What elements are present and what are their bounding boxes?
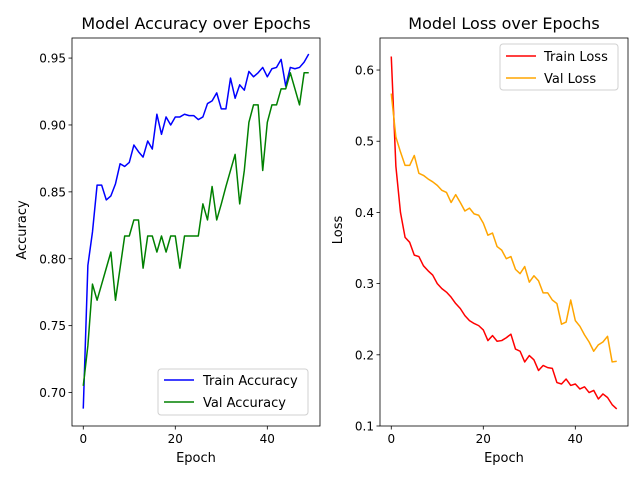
legend-label-val-loss: Val Loss xyxy=(544,72,596,87)
accuracy-chart-title: Model Accuracy over Epochs xyxy=(81,14,310,33)
loss-legend: Train Loss Val Loss xyxy=(499,43,619,91)
legend-label-train-accuracy: Train Accuracy xyxy=(202,374,298,389)
loss-x-axis-label: Epoch xyxy=(484,451,524,466)
val-accuracy-line xyxy=(82,72,309,386)
loss-y-tick-label: 0.1 xyxy=(355,420,374,434)
loss-chart: Model Loss over Epochs Epoch Loss 0 20 40 0… xyxy=(331,14,629,466)
loss-y-tick-label: 0.5 xyxy=(355,135,374,149)
accuracy-y-tick-label: 0.95 xyxy=(39,52,66,66)
loss-y-tick-label: 0.4 xyxy=(355,206,374,220)
accuracy-y-axis-label: Accuracy xyxy=(15,200,30,260)
val-loss-line xyxy=(390,93,617,363)
loss-x-tick-label: 40 xyxy=(568,432,583,446)
accuracy-legend-box xyxy=(157,368,309,416)
loss-y-tick-label: 0.2 xyxy=(355,348,374,362)
accuracy-y-tick-label: 0.80 xyxy=(39,252,66,266)
loss-axes-frame xyxy=(379,37,629,427)
legend-label-val-accuracy: Val Accuracy xyxy=(203,396,286,411)
accuracy-y-tick-label: 0.85 xyxy=(39,185,66,199)
accuracy-x-tick-label: 20 xyxy=(168,432,183,446)
accuracy-chart: Model Accuracy over Epochs Epoch Accurac… xyxy=(15,14,321,466)
accuracy-x-axis-label: Epoch xyxy=(176,451,216,466)
loss-y-tick-label: 0.3 xyxy=(355,277,374,291)
loss-y-tick-label: 0.6 xyxy=(355,64,374,78)
legend-label-train-loss: Train Loss xyxy=(543,50,608,65)
accuracy-y-tick-label: 0.70 xyxy=(39,386,66,400)
accuracy-x-tick-label: 0 xyxy=(79,432,87,446)
accuracy-axes-frame xyxy=(71,37,321,427)
train-accuracy-line xyxy=(82,53,310,409)
loss-x-tick-label: 0 xyxy=(387,432,395,446)
loss-chart-title: Model Loss over Epochs xyxy=(408,14,599,33)
accuracy-y-tick-label: 0.75 xyxy=(39,319,66,333)
train-loss-line xyxy=(390,56,618,410)
loss-x-tick-label: 20 xyxy=(476,432,491,446)
accuracy-legend: Train Accuracy Val Accuracy xyxy=(157,368,309,416)
accuracy-x-tick-label: 40 xyxy=(260,432,275,446)
accuracy-y-tick-label: 0.90 xyxy=(39,118,66,132)
loss-y-axis-label: Loss xyxy=(331,216,346,245)
